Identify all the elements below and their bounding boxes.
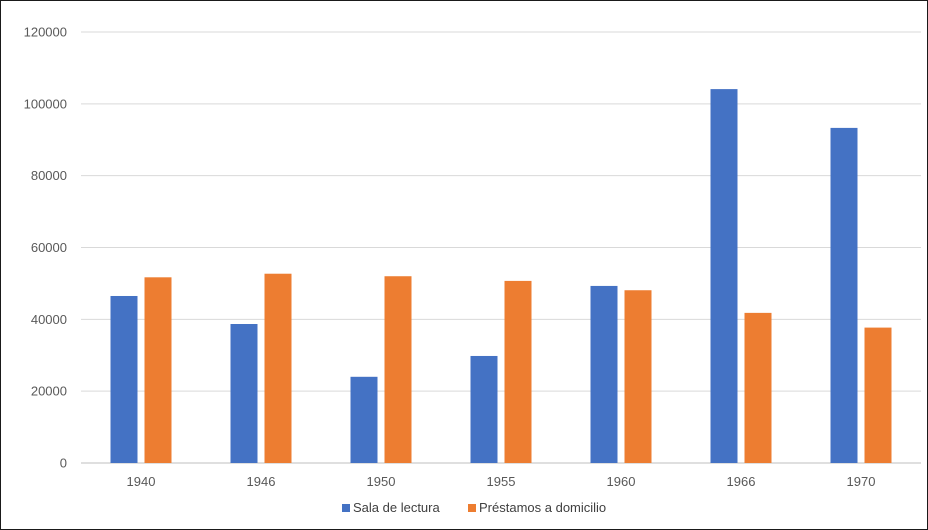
legend-swatch	[468, 504, 476, 512]
bar-prestamos-a-domicilio-1955	[504, 280, 532, 463]
x-tick-label: 1970	[847, 474, 876, 489]
x-tick-label: 1966	[727, 474, 756, 489]
bar-prestamos-a-domicilio-1966	[744, 312, 772, 463]
x-tick-label: 1946	[247, 474, 276, 489]
y-tick-label: 20000	[31, 384, 67, 399]
legend-swatch	[342, 504, 350, 512]
bar-prestamos-a-domicilio-1946	[264, 273, 292, 463]
gridlines	[81, 31, 921, 464]
bar-prestamos-a-domicilio-1950	[384, 276, 412, 463]
y-tick-label: 0	[60, 456, 67, 471]
y-tick-label: 100000	[24, 96, 67, 111]
bar-prestamos-a-domicilio-1940	[144, 277, 172, 463]
x-tick-label: 1960	[607, 474, 636, 489]
y-tick-label: 40000	[31, 312, 67, 327]
bar-sala-de-lectura-1946	[230, 324, 258, 463]
y-tick-label: 80000	[31, 168, 67, 183]
bar-sala-de-lectura-1955	[470, 355, 498, 463]
x-tick-label: 1950	[367, 474, 396, 489]
legend: Sala de lectura Préstamos a domicilio	[342, 500, 606, 515]
bars	[110, 89, 892, 464]
bar-sala-de-lectura-1940	[110, 295, 138, 463]
x-tick-label: 1940	[127, 474, 156, 489]
x-axis-tick-labels: 1940 1946 1950 1955 1960 1966 1970	[127, 474, 876, 489]
bar-sala-de-lectura-1960	[590, 285, 618, 463]
bar-sala-de-lectura-1950	[350, 376, 378, 463]
x-tick-label: 1955	[487, 474, 516, 489]
bar-prestamos-a-domicilio-1960	[624, 290, 652, 463]
bar-sala-de-lectura-1970	[830, 127, 858, 464]
legend-label: Sala de lectura	[353, 500, 440, 515]
bar-prestamos-a-domicilio-1970	[864, 327, 892, 463]
legend-label: Préstamos a domicilio	[479, 500, 606, 515]
y-tick-label: 60000	[31, 240, 67, 255]
bar-sala-de-lectura-1966	[710, 89, 738, 464]
y-axis-tick-labels: 0 20000 40000 60000 80000 100000 120000	[24, 25, 67, 471]
y-tick-label: 120000	[24, 25, 67, 40]
